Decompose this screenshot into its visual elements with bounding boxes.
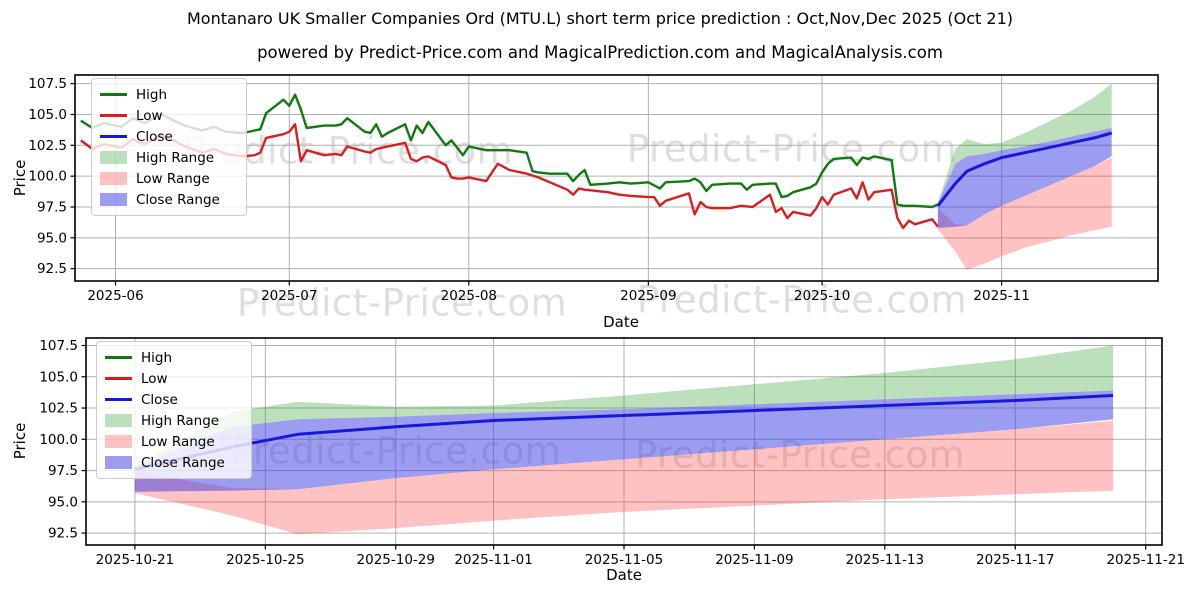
x-tick-label: 2025-11-01 xyxy=(454,552,532,568)
x-tick-label: 2025-10-25 xyxy=(226,552,304,568)
low-line xyxy=(80,123,939,230)
y-tick-label: 95.0 xyxy=(48,494,78,510)
y-tick-label: 100.0 xyxy=(28,169,67,185)
legend-item: Low Range xyxy=(105,431,245,452)
high-line xyxy=(80,93,939,209)
legend-item-label: Low xyxy=(136,107,163,124)
legend-item-label: High xyxy=(141,349,173,366)
legend-item: Close xyxy=(100,126,240,147)
legend-item-label: Low Range xyxy=(136,170,210,187)
legend-swatch-low xyxy=(105,377,132,380)
legend-item-label: Close xyxy=(136,128,173,145)
y-tick-label: 102.5 xyxy=(28,138,67,154)
low-range-band xyxy=(134,420,1114,535)
legend-swatch-close-range xyxy=(100,193,127,206)
y-tick-label: 107.5 xyxy=(39,338,78,354)
chart-title: Montanaro UK Smaller Companies Ord (MTU.… xyxy=(187,9,1013,28)
x-tick-label: 2025-11-05 xyxy=(585,552,663,568)
x-tick-label: 2025-11-17 xyxy=(976,552,1054,568)
legend-item-label: High Range xyxy=(141,412,220,429)
x-tick-label: 2025-08 xyxy=(441,288,497,304)
legend-swatch-high-range xyxy=(100,151,127,164)
x-tick-label: 2025-11 xyxy=(973,288,1029,304)
legend-item: Low xyxy=(105,368,245,389)
y-tick-label: 107.5 xyxy=(28,76,67,92)
high-range-band xyxy=(134,345,1114,467)
legend-item: High xyxy=(100,84,240,105)
legend-top-chart: High Low Close High Range Low Range Close Ran… xyxy=(91,78,247,216)
close-line xyxy=(134,394,1114,471)
legend-swatch-close xyxy=(105,398,132,401)
legend-item: Close Range xyxy=(105,452,245,473)
plot-border xyxy=(74,74,1159,282)
y-tick-label: 102.5 xyxy=(39,401,78,417)
x-tick-label: 2025-06 xyxy=(87,288,143,304)
legend-item-label: Close Range xyxy=(136,191,220,208)
low-range-band xyxy=(937,157,1112,270)
x-tick-label: 2025-07 xyxy=(261,288,317,304)
x-tick-label: 2025-11-13 xyxy=(846,552,924,568)
y-tick-label: 95.0 xyxy=(37,230,67,246)
legend-swatch-high xyxy=(105,356,132,359)
chart-subtitle: powered by Predict-Price.com and Magical… xyxy=(257,43,943,62)
legend-item: Low xyxy=(100,105,240,126)
y-tick-label: 100.0 xyxy=(39,432,78,448)
y-tick-label: 97.5 xyxy=(48,463,78,479)
legend-item-label: High Range xyxy=(136,149,215,166)
close-range-band xyxy=(134,390,1114,492)
legend-item: High xyxy=(105,347,245,368)
forecast-detail-chart: 92.5 95.0 97.5 100.0 102.5 105.0 107.5 2025-10-… xyxy=(39,337,1185,568)
x-tick-label: 2025-09 xyxy=(620,288,676,304)
legend-swatch-high xyxy=(100,93,127,96)
y-tick-label: 92.5 xyxy=(48,526,78,542)
legend-item-label: Low Range xyxy=(141,433,215,450)
legend-item: High Range xyxy=(105,410,245,431)
legend-item-label: Low xyxy=(141,370,168,387)
x-tick-label: 2025-10-21 xyxy=(96,552,174,568)
legend-item: Low Range xyxy=(100,168,240,189)
legend-item-label: High xyxy=(136,86,168,103)
legend-swatch-close-range xyxy=(105,456,132,469)
close-range-band xyxy=(937,128,1112,228)
x-tick-label: 2025-11-21 xyxy=(1106,552,1184,568)
x-tick-label: 2025-10 xyxy=(794,288,850,304)
legend-swatch-close xyxy=(100,135,127,138)
legend-swatch-low-range xyxy=(105,435,132,448)
legend-swatch-low xyxy=(100,114,127,117)
history-and-forecast-chart: 92.5 95.0 97.5 100.0 102.5 105.0 107.5 2025-06 2… xyxy=(28,74,1159,304)
legend-item-label: Close Range xyxy=(141,454,225,471)
close-line xyxy=(936,131,1113,207)
y-tick-label: 105.0 xyxy=(39,369,78,385)
x-tick-label: 2025-11-09 xyxy=(715,552,793,568)
legend-item: High Range xyxy=(100,147,240,168)
legend-swatch-low-range xyxy=(100,172,127,185)
legend-swatch-high-range xyxy=(105,414,132,427)
high-range-band xyxy=(937,83,1112,204)
x-axis-label-top: Date xyxy=(603,313,639,331)
y-tick-label: 92.5 xyxy=(37,261,67,277)
y-axis-label-top: Price xyxy=(11,159,29,197)
legend-item-label: Close xyxy=(141,391,178,408)
y-tick-label: 97.5 xyxy=(37,199,67,215)
legend-item: Close xyxy=(105,389,245,410)
legend-item: Close Range xyxy=(100,189,240,210)
legend-bottom-chart: High Low Close High Range Low Range Close Ran… xyxy=(96,341,252,479)
x-tick-label: 2025-10-29 xyxy=(357,552,435,568)
y-tick-label: 105.0 xyxy=(28,107,67,123)
x-axis-label-bottom: Date xyxy=(606,566,642,584)
y-axis-label-bottom: Price xyxy=(11,422,29,460)
